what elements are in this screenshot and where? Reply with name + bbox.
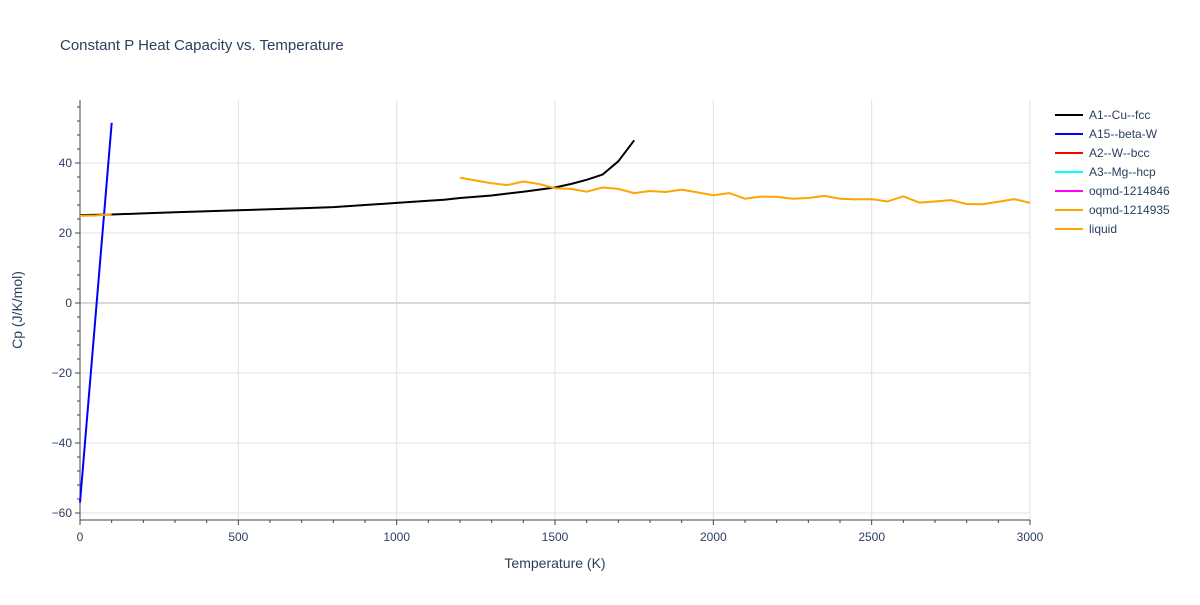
legend-label: A3--Mg--hcp — [1089, 165, 1156, 179]
legend-item-a1-cu-fcc[interactable]: A1--Cu--fcc — [1055, 108, 1150, 122]
legend-label: A15--beta-W — [1089, 127, 1158, 141]
series-line-a1-cu-fcc — [79, 139, 635, 217]
legend-item-liquid[interactable]: liquid — [1055, 222, 1117, 236]
legend-label: A2--W--bcc — [1089, 146, 1149, 160]
x-axis-title: Temperature (K) — [504, 555, 605, 571]
y-tick-label: 40 — [59, 156, 73, 170]
legend-label: oqmd-1214846 — [1089, 184, 1170, 198]
x-tick-label: 500 — [228, 530, 248, 544]
legend-label: A1--Cu--fcc — [1089, 108, 1150, 122]
y-tick-label: −60 — [52, 506, 73, 520]
legend-item-oqmd-1214846[interactable]: oqmd-1214846 — [1055, 184, 1170, 198]
y-tick-label: 20 — [59, 226, 73, 240]
grid-lines — [80, 100, 1031, 520]
x-tick-label: 2500 — [858, 530, 885, 544]
series-lines — [79, 122, 1031, 503]
x-tick-label: 1000 — [383, 530, 410, 544]
series-line-a15-beta-w — [79, 122, 113, 503]
series-line-oqmd-1214935 — [79, 213, 112, 217]
y-tick-label: −40 — [52, 436, 73, 450]
legend[interactable]: A1--Cu--fcc A15--beta-W A2--W--bcc A3--Mg--… — [1055, 108, 1170, 236]
series-line-liquid — [459, 176, 1031, 206]
x-tick-label: 3000 — [1017, 530, 1044, 544]
legend-item-a15-beta-w[interactable]: A15--beta-W — [1055, 127, 1158, 141]
y-tick-label: 0 — [65, 296, 72, 310]
legend-item-a2-w-bcc[interactable]: A2--W--bcc — [1055, 146, 1149, 160]
x-tick-label: 0 — [77, 530, 84, 544]
legend-item-a3-mg-hcp[interactable]: A3--Mg--hcp — [1055, 165, 1156, 179]
chart-title: Constant P Heat Capacity vs. Temperature — [60, 37, 344, 54]
y-tick-label: −20 — [52, 366, 73, 380]
legend-item-oqmd-1214935[interactable]: oqmd-1214935 — [1055, 203, 1170, 217]
x-tick-label: 2000 — [700, 530, 727, 544]
axes: 0 500 1000 1500 2000 2500 3000 −60 −40 −20 0 20 40 — [52, 100, 1044, 544]
y-axis-title: Cp (J/K/mol) — [9, 271, 25, 349]
x-tick-label: 1500 — [542, 530, 569, 544]
legend-label: oqmd-1214935 — [1089, 203, 1170, 217]
legend-label: liquid — [1089, 222, 1117, 236]
